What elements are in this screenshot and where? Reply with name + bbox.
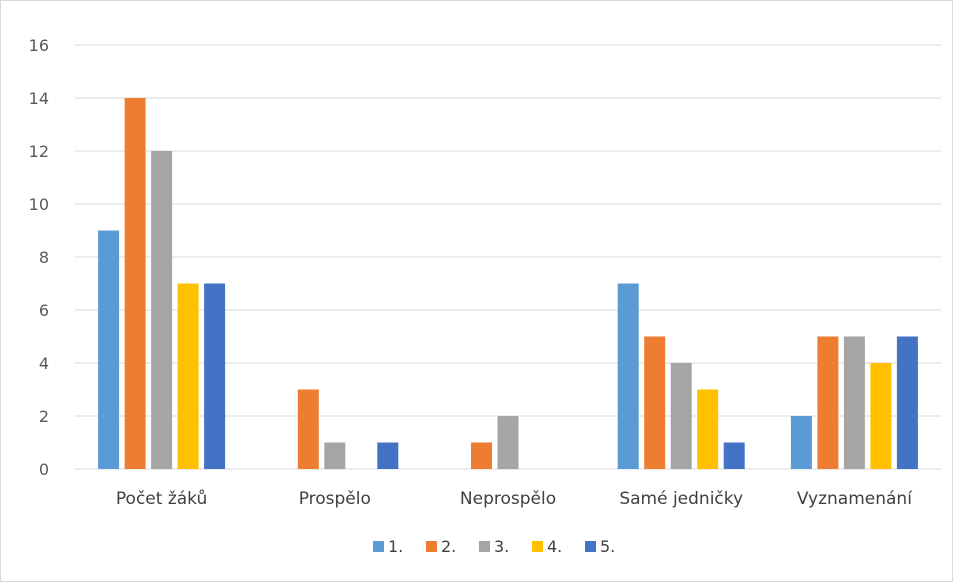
bar-4-1 xyxy=(177,283,199,469)
bar-2-2 xyxy=(297,389,319,469)
bar-3-5 xyxy=(843,336,865,469)
y-tick-label: 0 xyxy=(39,460,49,479)
y-tick-label: 2 xyxy=(39,407,49,426)
y-tick-label: 6 xyxy=(39,301,49,320)
legend-item: 4. xyxy=(532,537,562,556)
bar-2-1 xyxy=(124,98,146,469)
legend-swatch xyxy=(426,541,437,552)
bar-2-4 xyxy=(644,336,666,469)
x-tick-label: Počet žáků xyxy=(116,489,207,509)
bar-3-2 xyxy=(324,442,346,469)
legend-label: 3. xyxy=(494,537,509,556)
x-tick-label: Samé jedničky xyxy=(619,489,743,509)
legend-item: 3. xyxy=(479,537,509,556)
bar-3-3 xyxy=(497,416,519,469)
bar-5-1 xyxy=(204,283,226,469)
bar-5-2 xyxy=(377,442,399,469)
x-tick-label: Prospělo xyxy=(299,489,371,509)
bar-2-3 xyxy=(471,442,492,469)
x-tick-label: Vyznamenání xyxy=(797,489,913,509)
y-tick-label: 8 xyxy=(39,248,49,267)
legend-swatch xyxy=(585,541,596,552)
y-tick-label: 16 xyxy=(29,36,49,55)
bar-4-4 xyxy=(697,389,719,469)
bar-4-5 xyxy=(870,363,892,469)
bar-1-4 xyxy=(617,283,639,469)
legend-label: 4. xyxy=(547,537,562,556)
bar-2-5 xyxy=(817,336,839,469)
bar-3-1 xyxy=(151,151,173,469)
legend-swatch xyxy=(532,541,543,552)
y-tick-label: 4 xyxy=(39,354,49,373)
legend-swatch xyxy=(479,541,490,552)
bar-1-5 xyxy=(790,416,812,469)
legend-item: 2. xyxy=(426,537,456,556)
bars xyxy=(98,98,918,469)
y-tick-label: 10 xyxy=(29,195,49,214)
legend-label: 1. xyxy=(388,537,403,556)
bar-1-1 xyxy=(98,230,120,469)
legend-item: 5. xyxy=(585,537,615,556)
x-axis-ticks: Počet žáků Prospělo Neprospělo Samé jedničk… xyxy=(116,489,913,509)
legend-label: 5. xyxy=(600,537,615,556)
bar-5-5 xyxy=(896,336,918,469)
bar-5-4 xyxy=(723,442,745,469)
x-tick-label: Neprospělo xyxy=(460,489,556,509)
legend: 1. 2. 3. 4. 5. xyxy=(373,537,615,556)
y-axis-ticks: 0 2 4 6 8 10 12 14 16 xyxy=(29,36,49,479)
y-tick-label: 14 xyxy=(29,89,49,108)
legend-label: 2. xyxy=(441,537,456,556)
y-tick-label: 12 xyxy=(29,142,49,161)
legend-swatch xyxy=(373,541,384,552)
legend-item: 1. xyxy=(373,537,403,556)
bar-3-4 xyxy=(670,363,692,469)
